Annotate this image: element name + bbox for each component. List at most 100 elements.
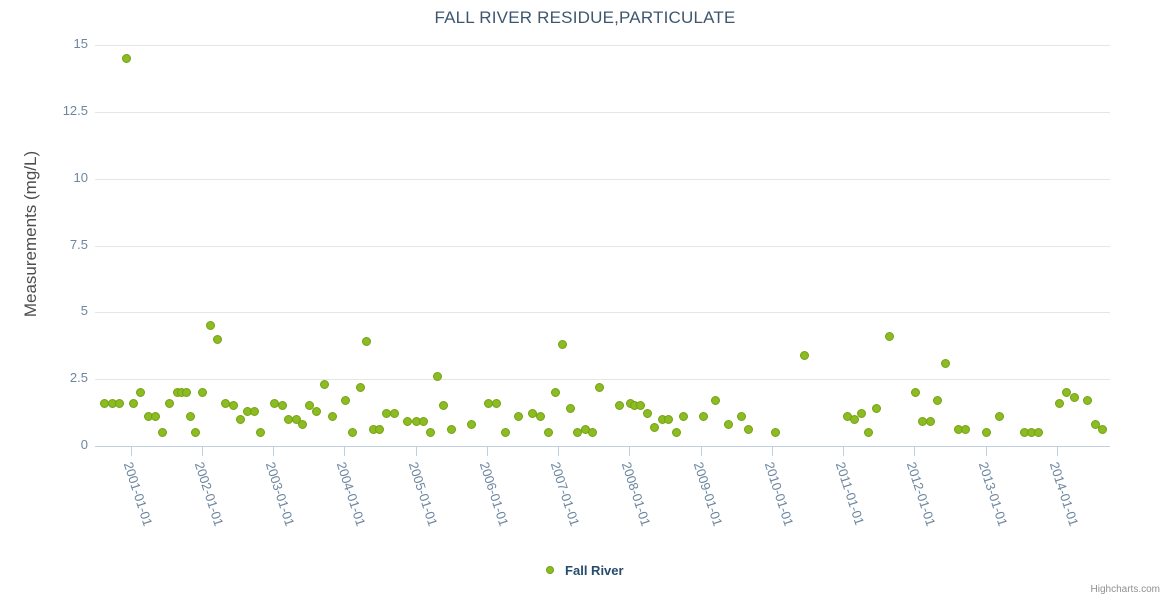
data-point[interactable] [297, 420, 307, 430]
data-point[interactable] [432, 371, 442, 381]
data-point[interactable] [671, 428, 681, 438]
credits-watermark[interactable]: Highcharts.com [1090, 584, 1160, 595]
data-point[interactable] [664, 414, 674, 424]
x-tick-label: 2002-01-01 [191, 460, 227, 528]
data-point[interactable] [941, 358, 951, 368]
x-tick-label: 2007-01-01 [547, 460, 583, 528]
plot-area [95, 45, 1110, 447]
data-point[interactable] [1069, 393, 1079, 403]
data-point[interactable] [679, 412, 689, 422]
x-axis-line [95, 446, 1110, 447]
data-point[interactable] [419, 417, 429, 427]
data-point[interactable] [535, 412, 545, 422]
data-point[interactable] [304, 401, 314, 411]
data-point[interactable] [514, 412, 524, 422]
data-point[interactable] [1098, 425, 1108, 435]
x-tick-label: 2008-01-01 [619, 460, 654, 528]
data-point[interactable] [375, 425, 385, 435]
data-point[interactable] [403, 417, 413, 427]
data-point[interactable] [115, 398, 125, 408]
data-point[interactable] [491, 398, 501, 408]
data-point[interactable] [181, 388, 191, 398]
data-point[interactable] [348, 428, 358, 438]
gridline [95, 245, 1110, 247]
data-point[interactable] [319, 380, 329, 389]
data-point[interactable] [341, 396, 351, 406]
x-tick-mark [486, 447, 488, 456]
data-point[interactable] [849, 414, 859, 424]
x-tick-mark [558, 447, 560, 456]
data-point[interactable] [614, 401, 624, 411]
x-tick-mark [985, 447, 987, 456]
data-point[interactable] [277, 401, 287, 411]
data-point[interactable] [205, 321, 215, 331]
x-tick-label: 2006-01-01 [476, 460, 512, 528]
data-point[interactable] [129, 398, 139, 408]
data-point[interactable] [544, 428, 554, 438]
x-tick-label: 2009-01-01 [690, 460, 726, 528]
data-point[interactable] [724, 420, 734, 430]
x-tick-mark [130, 447, 132, 456]
data-point[interactable] [856, 409, 866, 419]
data-point[interactable] [198, 388, 208, 398]
data-point[interactable] [212, 334, 222, 344]
data-point[interactable] [994, 412, 1004, 422]
data-point[interactable] [558, 339, 568, 349]
data-point[interactable] [165, 398, 175, 408]
chart-legend[interactable]: Fall River [0, 562, 1170, 578]
data-point[interactable] [136, 388, 146, 398]
data-point[interactable] [884, 331, 894, 341]
data-point[interactable] [311, 406, 321, 416]
data-point[interactable] [864, 428, 874, 438]
data-point[interactable] [933, 396, 943, 406]
data-point[interactable] [925, 417, 935, 427]
data-point[interactable] [256, 428, 266, 438]
data-point[interactable] [439, 401, 449, 411]
data-point[interactable] [291, 414, 301, 424]
data-point[interactable] [362, 337, 372, 347]
data-point[interactable] [871, 404, 881, 414]
data-point[interactable] [1091, 420, 1101, 430]
data-point[interactable] [587, 428, 597, 438]
data-point[interactable] [698, 412, 708, 422]
data-point[interactable] [744, 425, 754, 435]
data-point[interactable] [1062, 388, 1071, 398]
data-point[interactable] [1054, 398, 1064, 408]
data-point[interactable] [500, 428, 510, 438]
data-point[interactable] [228, 401, 238, 411]
x-tick-mark [202, 447, 204, 456]
data-point[interactable] [389, 409, 399, 419]
data-point[interactable] [186, 412, 196, 422]
gridline [95, 45, 1110, 46]
data-point[interactable] [642, 409, 652, 419]
data-point[interactable] [635, 401, 645, 411]
data-point[interactable] [250, 406, 260, 416]
data-point[interactable] [1033, 428, 1043, 438]
x-tick-mark [700, 447, 702, 456]
x-tick-mark [344, 447, 346, 456]
data-point[interactable] [158, 428, 168, 438]
data-point[interactable] [799, 350, 809, 360]
data-point[interactable] [425, 428, 435, 438]
data-point[interactable] [737, 412, 747, 422]
data-point[interactable] [551, 388, 561, 398]
data-point[interactable] [650, 422, 660, 432]
gridline [95, 379, 1110, 381]
data-point[interactable] [151, 412, 161, 422]
data-point[interactable] [190, 428, 200, 438]
data-point[interactable] [467, 420, 477, 430]
data-point[interactable] [771, 428, 781, 438]
data-point[interactable] [235, 414, 245, 424]
data-point[interactable] [565, 404, 575, 414]
data-point[interactable] [328, 412, 338, 422]
data-point[interactable] [122, 53, 132, 63]
data-point[interactable] [1083, 396, 1093, 406]
data-point[interactable] [911, 388, 921, 398]
data-point[interactable] [711, 396, 721, 406]
data-point[interactable] [961, 425, 970, 435]
x-tick-label: 2012-01-01 [903, 460, 939, 528]
data-point[interactable] [594, 382, 604, 392]
data-point[interactable] [981, 428, 991, 438]
data-point[interactable] [446, 425, 456, 435]
data-point[interactable] [355, 382, 365, 392]
